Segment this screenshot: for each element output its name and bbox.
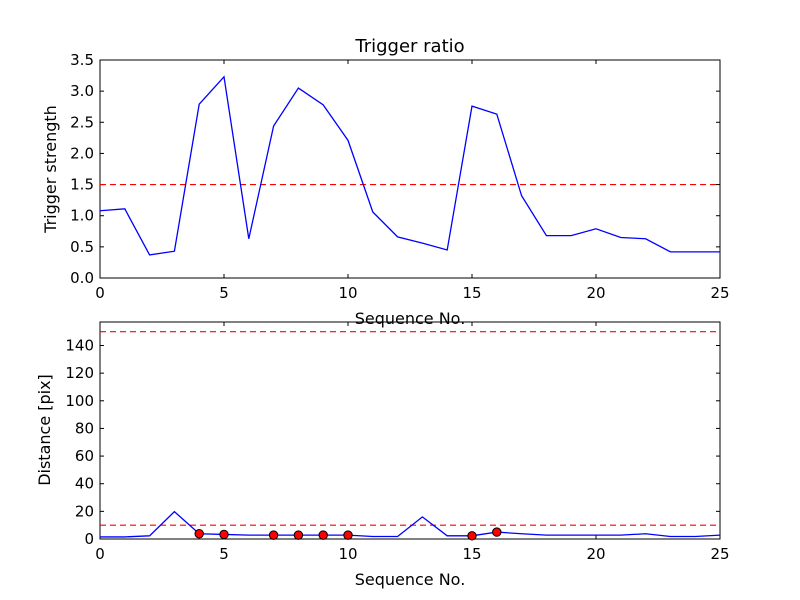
- bottom-marks: 0 5 10 15 20 25 0 20 40 60 80 100 120 140: [65, 322, 730, 563]
- bottom-ylabel: Distance [pix]: [35, 374, 54, 486]
- y-tick-label: 40: [75, 475, 94, 493]
- y-tick-label: 2.5: [70, 113, 94, 131]
- x-tick-label: 0: [95, 545, 105, 563]
- y-tick-label: 1.0: [70, 207, 94, 225]
- series-line: [99, 75, 720, 256]
- top-plot-area: [99, 59, 721, 279]
- y-tick-label: 1.5: [70, 176, 94, 194]
- y-tick-label: 60: [75, 447, 94, 465]
- y-tick-label: 3.5: [70, 51, 94, 69]
- top-panel: Trigger ratio 0 5 10 15 20 25 0.0 0.5 1.0 1.5 2.0 2…: [41, 36, 730, 328]
- bottom-plot-area: [99, 321, 721, 540]
- x-tick-label: 10: [338, 284, 357, 302]
- data-point: [219, 529, 229, 540]
- x-tick-label: 25: [710, 545, 729, 563]
- top-marks: 0 5 10 15 20 25 0.0 0.5 1.0 1.5 2.0 2.5 3.0 3.5: [70, 51, 729, 302]
- y-tick-label: 120: [65, 364, 94, 382]
- y-tick-label: 3.0: [70, 82, 94, 100]
- x-tick-label: 0: [95, 284, 105, 302]
- x-tick-label: 15: [462, 545, 481, 563]
- y-tick-label: 0: [84, 530, 94, 548]
- x-tick-label: 25: [710, 284, 729, 302]
- data-point: [492, 527, 502, 537]
- top-title: Trigger ratio: [354, 36, 464, 57]
- y-tick-label: 140: [65, 336, 94, 354]
- x-tick-label: 15: [462, 284, 481, 302]
- data-point: [467, 531, 477, 541]
- data-point: [293, 530, 304, 540]
- series-line: [100, 510, 721, 538]
- data-point: [318, 530, 328, 540]
- x-tick-label: 20: [586, 545, 605, 563]
- data-point: [194, 529, 204, 539]
- y-tick-label: 2.0: [70, 144, 94, 162]
- y-tick-label: 0.5: [70, 238, 94, 256]
- top-xlabel: Sequence No.: [355, 309, 466, 328]
- y-tick-label: 100: [65, 392, 94, 410]
- bottom-xlabel: Sequence No.: [355, 570, 466, 589]
- x-tick-label: 5: [219, 545, 229, 563]
- data-point: [343, 530, 353, 540]
- x-tick-label: 20: [586, 284, 605, 302]
- y-tick-label: 0.0: [70, 269, 94, 287]
- data-point: [268, 530, 279, 540]
- x-tick-label: 5: [219, 284, 229, 302]
- y-tick-label: 80: [75, 419, 94, 437]
- top-ylabel: Trigger strength: [41, 105, 60, 234]
- bottom-panel: 0 5 10 15 20 25 0 20 40 60 80 100 120 140 Sequence No…: [35, 321, 730, 589]
- x-tick-label: 10: [338, 545, 357, 563]
- y-tick-label: 20: [75, 502, 94, 520]
